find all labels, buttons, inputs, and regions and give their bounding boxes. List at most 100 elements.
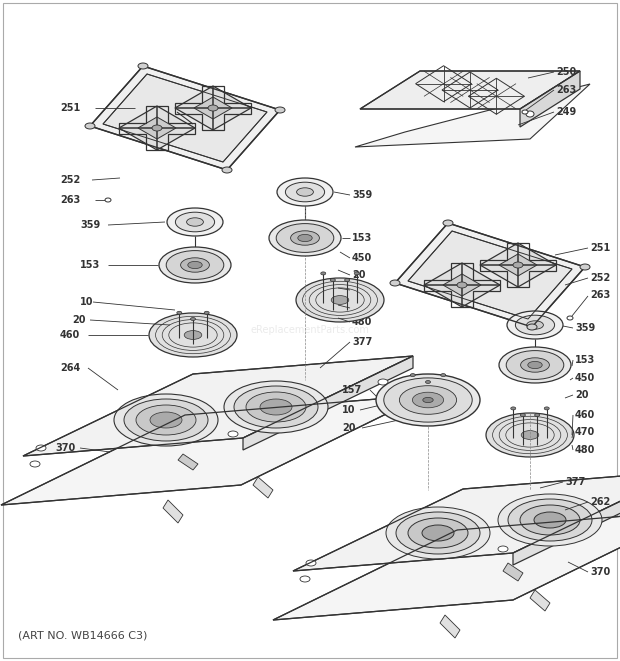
Ellipse shape	[443, 220, 453, 226]
Ellipse shape	[522, 110, 528, 114]
Ellipse shape	[246, 392, 306, 422]
Ellipse shape	[412, 392, 443, 408]
Text: 359: 359	[80, 220, 100, 230]
Polygon shape	[395, 223, 585, 327]
Text: 377: 377	[352, 337, 372, 347]
Polygon shape	[103, 74, 267, 162]
Ellipse shape	[520, 414, 525, 416]
Ellipse shape	[441, 373, 446, 377]
Ellipse shape	[508, 499, 592, 541]
Text: 359: 359	[575, 323, 595, 333]
Polygon shape	[273, 510, 620, 620]
Ellipse shape	[528, 362, 542, 369]
Ellipse shape	[321, 272, 326, 275]
Ellipse shape	[425, 381, 430, 383]
Polygon shape	[23, 356, 413, 456]
Ellipse shape	[275, 107, 285, 113]
Ellipse shape	[567, 316, 573, 320]
Text: 450: 450	[575, 373, 595, 383]
Ellipse shape	[149, 313, 237, 357]
Ellipse shape	[296, 188, 313, 196]
Ellipse shape	[534, 512, 566, 528]
Ellipse shape	[515, 315, 555, 335]
Ellipse shape	[175, 212, 215, 232]
Polygon shape	[138, 117, 176, 139]
Text: 370: 370	[590, 567, 610, 577]
Ellipse shape	[521, 358, 549, 372]
Ellipse shape	[269, 220, 341, 256]
Ellipse shape	[408, 518, 468, 548]
Text: eReplacementParts.com: eReplacementParts.com	[250, 325, 370, 335]
Polygon shape	[499, 254, 537, 276]
Ellipse shape	[150, 412, 182, 428]
Text: 20: 20	[575, 390, 588, 400]
Ellipse shape	[167, 208, 223, 236]
Ellipse shape	[422, 525, 454, 541]
Text: 377: 377	[565, 477, 585, 487]
Ellipse shape	[105, 198, 111, 202]
Ellipse shape	[184, 330, 202, 339]
Ellipse shape	[177, 311, 182, 314]
Ellipse shape	[457, 282, 467, 288]
Text: 153: 153	[80, 260, 100, 270]
Text: 263: 263	[60, 195, 80, 205]
Polygon shape	[440, 615, 460, 638]
Ellipse shape	[580, 264, 590, 270]
Ellipse shape	[330, 278, 335, 282]
Ellipse shape	[526, 111, 534, 117]
Text: 470: 470	[352, 303, 372, 313]
Ellipse shape	[486, 413, 574, 457]
Ellipse shape	[188, 261, 202, 268]
Ellipse shape	[114, 394, 218, 446]
Text: 264: 264	[60, 363, 80, 373]
Ellipse shape	[396, 512, 480, 554]
Ellipse shape	[224, 381, 328, 433]
Text: 153: 153	[575, 355, 595, 365]
Text: 20: 20	[342, 423, 355, 433]
Polygon shape	[293, 471, 620, 571]
Ellipse shape	[300, 576, 310, 582]
Ellipse shape	[378, 379, 388, 385]
Polygon shape	[513, 471, 620, 565]
Text: 460: 460	[352, 285, 372, 295]
Ellipse shape	[85, 123, 95, 129]
Polygon shape	[1, 395, 425, 505]
Polygon shape	[424, 263, 500, 307]
Text: 251: 251	[60, 103, 80, 113]
Ellipse shape	[384, 378, 472, 422]
Ellipse shape	[331, 295, 349, 305]
Ellipse shape	[277, 178, 333, 206]
Polygon shape	[119, 106, 195, 150]
Text: 250: 250	[556, 67, 576, 77]
Ellipse shape	[354, 272, 359, 275]
Ellipse shape	[30, 461, 40, 467]
Ellipse shape	[222, 167, 232, 173]
Ellipse shape	[534, 414, 539, 416]
Ellipse shape	[276, 223, 334, 253]
Ellipse shape	[152, 125, 162, 131]
Text: 370: 370	[55, 443, 75, 453]
Polygon shape	[503, 563, 523, 581]
Text: 157: 157	[342, 385, 362, 395]
Ellipse shape	[521, 430, 539, 440]
Text: 480: 480	[352, 317, 373, 327]
Text: 460: 460	[60, 330, 80, 340]
Polygon shape	[480, 243, 556, 287]
Ellipse shape	[138, 63, 148, 69]
Ellipse shape	[285, 182, 325, 202]
Ellipse shape	[228, 431, 238, 437]
Ellipse shape	[506, 350, 564, 379]
Ellipse shape	[507, 311, 563, 339]
Ellipse shape	[513, 262, 523, 268]
Polygon shape	[243, 356, 413, 450]
Text: 20: 20	[72, 315, 86, 325]
Ellipse shape	[180, 258, 210, 272]
Text: 249: 249	[556, 107, 576, 117]
Polygon shape	[530, 590, 550, 611]
Text: 153: 153	[352, 233, 372, 243]
Ellipse shape	[399, 386, 456, 414]
Ellipse shape	[527, 324, 537, 330]
Ellipse shape	[498, 546, 508, 552]
Ellipse shape	[544, 407, 549, 410]
Ellipse shape	[498, 494, 602, 546]
